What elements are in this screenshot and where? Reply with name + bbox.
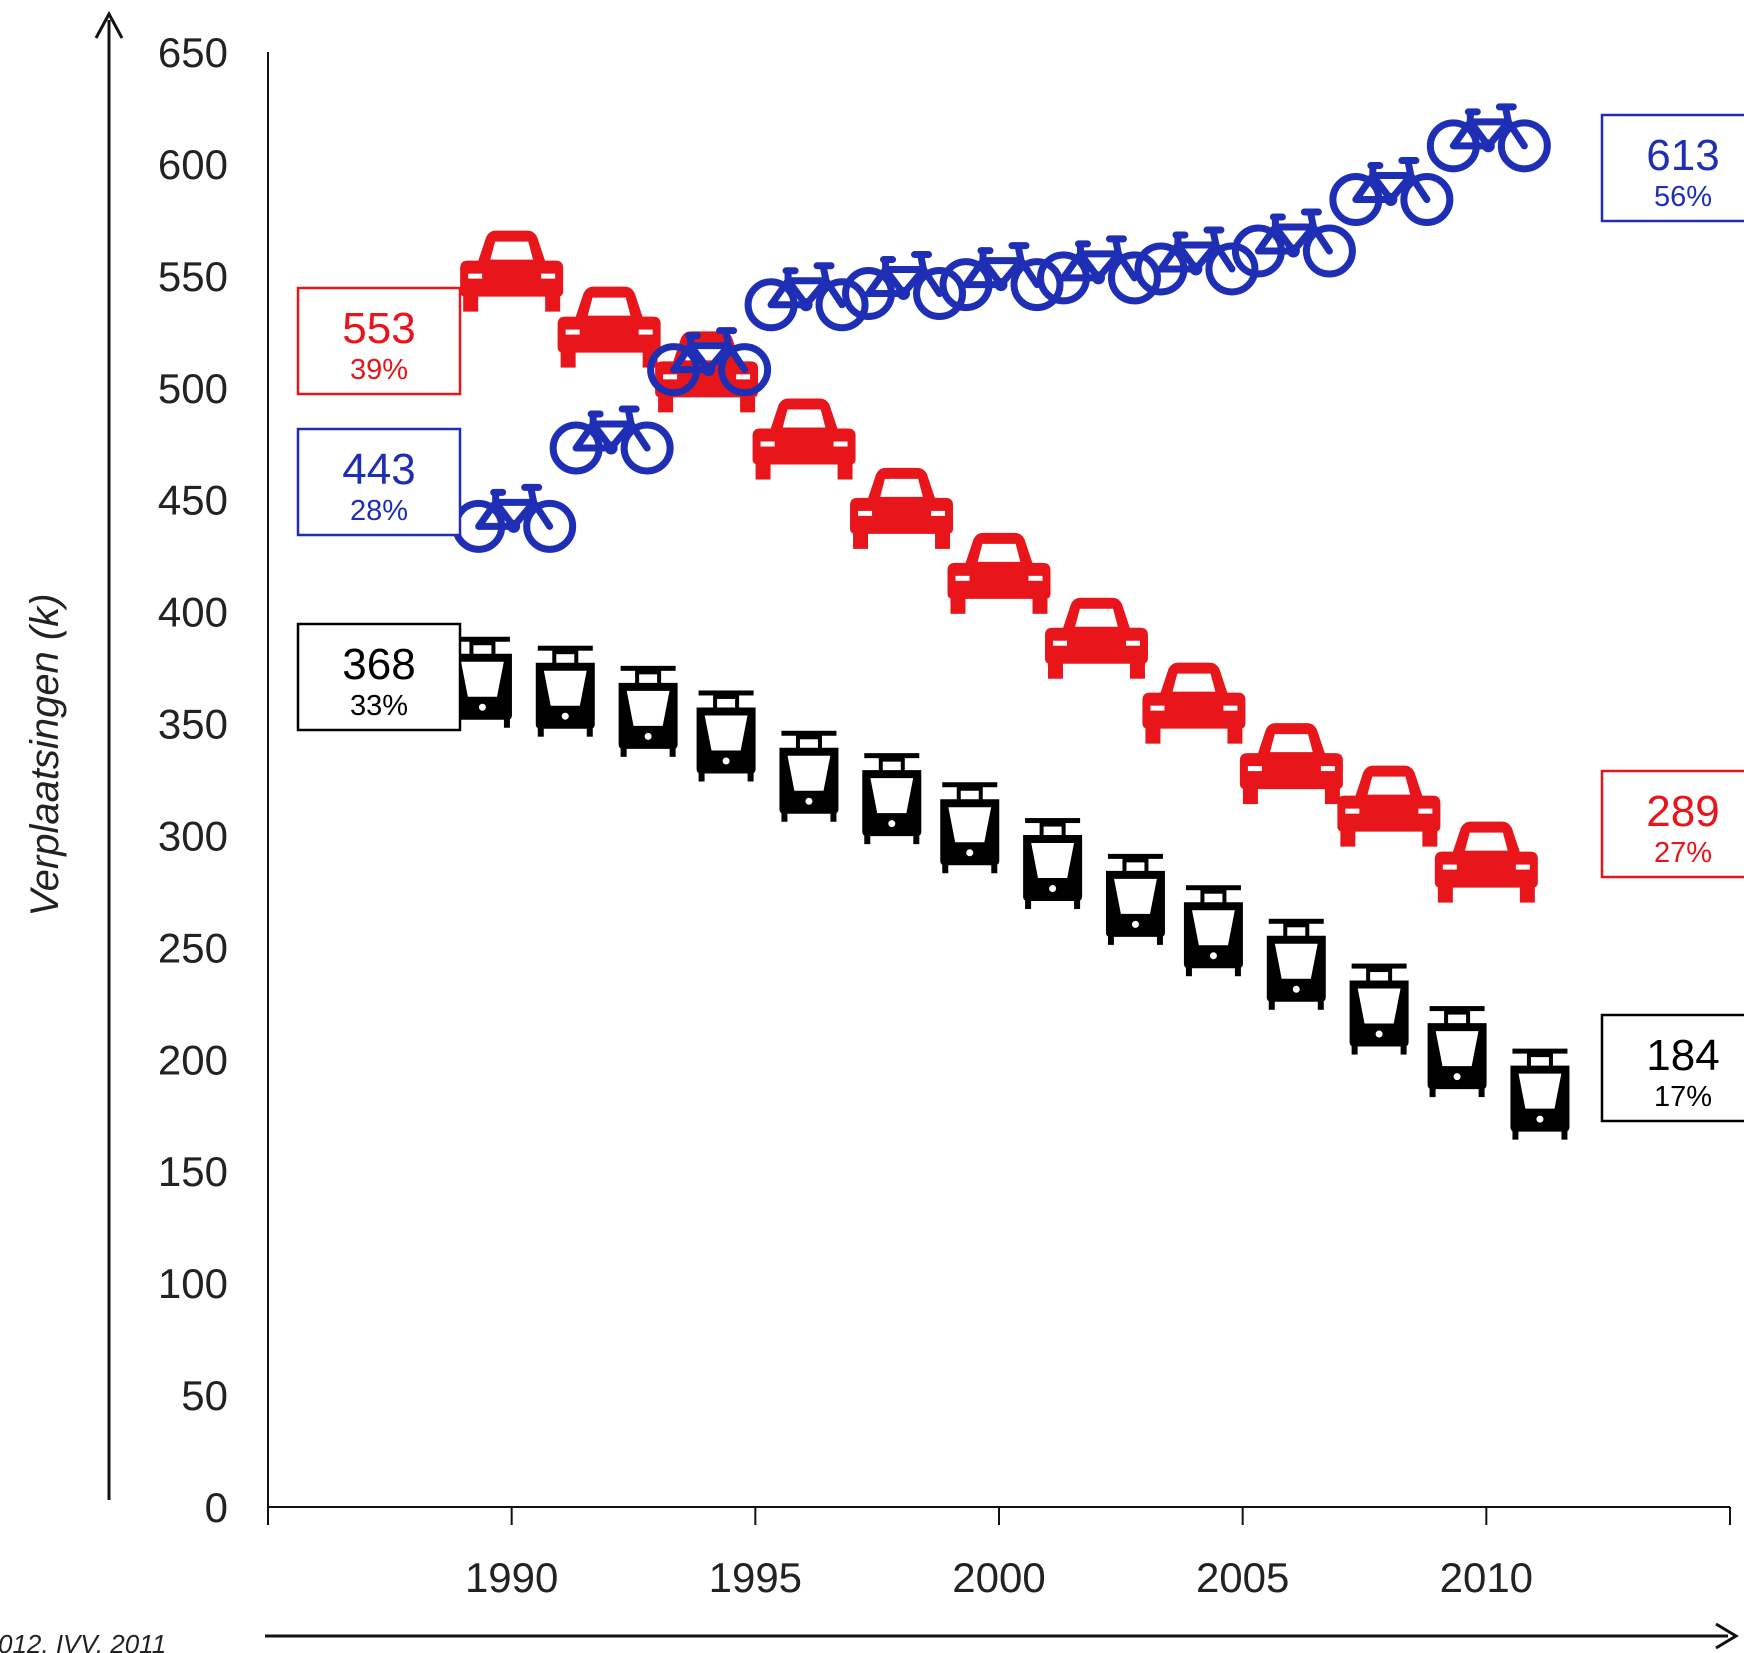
car-icon bbox=[1142, 662, 1246, 744]
value-box-value: 368 bbox=[342, 640, 415, 689]
car-icon bbox=[460, 230, 564, 312]
tram-icon bbox=[1265, 917, 1328, 1012]
value-box-value: 613 bbox=[1646, 131, 1719, 180]
value-box-value: 443 bbox=[342, 445, 415, 494]
y-tick-label-250: 250 bbox=[158, 924, 228, 971]
source-note: 012, IVV, 2011 bbox=[0, 1629, 166, 1653]
value-box-frame bbox=[1600, 1013, 1744, 1123]
tram-icon bbox=[938, 780, 1001, 875]
y-tick-label-450: 450 bbox=[158, 477, 228, 524]
value-box-percent: 39% bbox=[350, 354, 408, 386]
car-icon bbox=[752, 398, 856, 480]
car-icon bbox=[850, 467, 954, 549]
tram-icon bbox=[1104, 852, 1167, 947]
y-tick-label-100: 100 bbox=[158, 1260, 228, 1307]
x-ticks: 1990 1995 2000 2005 2010 bbox=[267, 1507, 1731, 1601]
y-tick-label-350: 350 bbox=[158, 701, 228, 748]
x-tick-label-2000: 2000 bbox=[952, 1554, 1045, 1601]
tram-icon bbox=[451, 635, 514, 730]
car-icon bbox=[1337, 765, 1441, 847]
value-box-percent: 56% bbox=[1654, 181, 1712, 213]
y-tick-label-50: 50 bbox=[181, 1372, 228, 1419]
bicycle-icon bbox=[553, 409, 670, 471]
value-box-percent: 28% bbox=[350, 495, 408, 527]
tram-icon bbox=[1348, 962, 1411, 1057]
chart-marks bbox=[451, 107, 1571, 1142]
value-box-percent: 17% bbox=[1654, 1081, 1712, 1113]
y-tick-label-400: 400 bbox=[158, 589, 228, 636]
tram-icon bbox=[617, 664, 680, 759]
tram-icon bbox=[777, 729, 840, 824]
y-tick-label-500: 500 bbox=[158, 365, 228, 412]
car-icon bbox=[1044, 597, 1148, 679]
tram-icon bbox=[695, 688, 758, 783]
value-box-value: 184 bbox=[1646, 1031, 1719, 1080]
x-tick-label-2010: 2010 bbox=[1440, 1554, 1533, 1601]
x-tick-label-1995: 1995 bbox=[709, 1554, 802, 1601]
y-tick-label-550: 550 bbox=[158, 253, 228, 300]
tram-icon bbox=[1021, 816, 1084, 911]
tram-icon bbox=[534, 644, 597, 739]
car-icon bbox=[1434, 821, 1538, 903]
tram-icon bbox=[1426, 1004, 1489, 1099]
value-box-frame bbox=[1600, 113, 1744, 223]
value-box-percent: 27% bbox=[1654, 837, 1712, 869]
bicycle-icon bbox=[456, 487, 573, 549]
y-tick-label-200: 200 bbox=[158, 1036, 228, 1083]
car-icon bbox=[557, 286, 661, 368]
value-box-frame bbox=[296, 427, 462, 537]
tram-icon bbox=[1508, 1047, 1571, 1142]
y-arrow-head bbox=[94, 10, 124, 39]
value-box-frame bbox=[296, 622, 462, 732]
y-axis-title: Verplaatsingen (k) bbox=[23, 593, 67, 916]
tram-icon bbox=[860, 751, 923, 846]
x-tick-label-1990: 1990 bbox=[465, 1554, 558, 1601]
y-tick-label-300: 300 bbox=[158, 812, 228, 859]
bicycle-icon bbox=[1333, 161, 1450, 223]
x-arrow-head bbox=[1715, 1622, 1739, 1650]
tram-icon bbox=[1182, 883, 1245, 978]
value-box-frame bbox=[296, 286, 462, 396]
car-icon bbox=[947, 532, 1051, 614]
car-icon bbox=[1239, 723, 1343, 805]
y-tick-label-650: 650 bbox=[158, 29, 228, 76]
y-tick-labels: 0 50 100 150 200 250 300 350 400 450 500 550 600 650 bbox=[158, 29, 228, 1531]
y-tick-label-600: 600 bbox=[158, 141, 228, 188]
value-box-value: 553 bbox=[342, 304, 415, 353]
x-tick-label-2005: 2005 bbox=[1196, 1554, 1289, 1601]
bicycle-icon bbox=[1430, 107, 1547, 169]
y-tick-label-150: 150 bbox=[158, 1148, 228, 1195]
y-tick-label-0: 0 bbox=[205, 1484, 228, 1531]
value-box-percent: 33% bbox=[350, 690, 408, 722]
value-box-frame bbox=[1600, 769, 1744, 879]
value-box-value: 289 bbox=[1646, 787, 1719, 836]
series-tram bbox=[451, 635, 1571, 1142]
